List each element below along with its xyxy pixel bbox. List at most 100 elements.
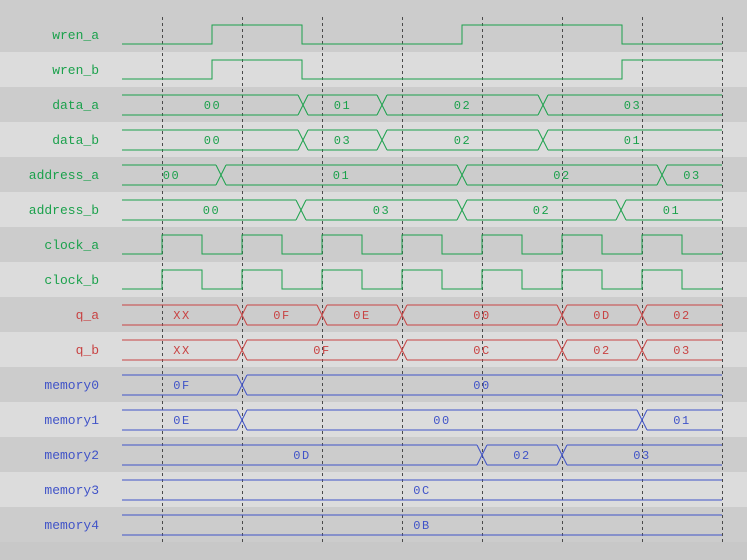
signal-name-label-memory3[interactable]: memory3: [44, 483, 99, 498]
signal-row-wren_b: wren_b: [52, 59, 722, 80]
bus-value-label: 00: [163, 169, 180, 183]
signal-row-q_b: q_b XX 0F 0C 02 03: [76, 339, 722, 361]
bus-value-label: 02: [673, 309, 690, 323]
bus-value-label: 00: [204, 134, 221, 148]
bus-value-label: 03: [633, 449, 650, 463]
bus-value-label: 02: [454, 134, 471, 148]
bus-value-label: 03: [624, 99, 641, 113]
waveform-path-data_a: [122, 94, 722, 116]
signal-name-label-data_a[interactable]: data_a: [52, 98, 99, 113]
bus-value-label: 00: [204, 99, 221, 113]
bus-value-label: 02: [553, 169, 570, 183]
signal-row-memory3: memory3 0C: [44, 479, 722, 501]
bus-value-label: 0E: [353, 309, 370, 323]
signal-name-label-data_b[interactable]: data_b: [52, 133, 99, 148]
waveform-path-clock_a: [122, 234, 722, 255]
waveform-path-memory1: [122, 409, 722, 431]
signal-row-address_a: address_a 00 01 02 03: [29, 164, 722, 186]
waveform-path-memory2: [122, 444, 722, 466]
bus-value-label: 02: [533, 204, 550, 218]
signal-row-clock_a: clock_a: [44, 234, 722, 255]
bus-value-label: 0E: [173, 414, 190, 428]
waveform-path-address_a: [122, 164, 722, 186]
row-stripe-data_b: [0, 122, 747, 157]
row-stripe-wren_b: [0, 52, 747, 87]
signal-name-label-address_a[interactable]: address_a: [29, 168, 99, 183]
bus-value-label: 0C: [413, 484, 430, 498]
row-stripe-address_a: [0, 157, 747, 192]
bus-value-label: 00: [433, 414, 450, 428]
bus-value-label: 01: [334, 99, 351, 113]
bus-value-label: 0C: [473, 344, 490, 358]
waveform-path-memory4: [122, 514, 722, 536]
waveform-path-memory0: [122, 374, 722, 396]
row-stripe-memory1: [0, 402, 747, 437]
bus-value-label: XX: [173, 344, 190, 358]
row-stripe-memory4: [0, 507, 747, 542]
bus-value-label: 0F: [313, 344, 330, 358]
bus-value-label: 0F: [173, 379, 190, 393]
bus-value-label: 03: [373, 204, 390, 218]
bus-value-label: 0D: [593, 309, 610, 323]
waveform-path-memory3: [122, 479, 722, 501]
bus-value-label: XX: [173, 309, 190, 323]
bus-value-label: 0D: [293, 449, 310, 463]
bus-value-label: 02: [593, 344, 610, 358]
bus-value-label: 03: [334, 134, 351, 148]
row-stripe-clock_b: [0, 262, 747, 297]
signal-row-memory0: memory0 0F 00: [44, 374, 722, 396]
signal-row-memory1: memory1 0E 00 01: [44, 409, 722, 431]
bus-value-label: 01: [624, 134, 641, 148]
row-stripe-data_a: [0, 87, 747, 122]
signal-name-label-q_a[interactable]: q_a: [76, 308, 100, 323]
signal-name-label-memory4[interactable]: memory4: [44, 518, 99, 533]
signal-name-label-clock_a[interactable]: clock_a: [44, 238, 99, 253]
waveform-path-wren_b: [122, 59, 722, 80]
top-margin: [0, 0, 747, 17]
signal-row-wren_a: wren_a: [52, 24, 722, 45]
row-stripe-memory3: [0, 472, 747, 507]
bus-value-label: 03: [683, 169, 700, 183]
signal-row-memory2: memory2 0D 02 03: [44, 444, 722, 466]
bus-value-label: 0F: [273, 309, 290, 323]
signal-name-label-memory2[interactable]: memory2: [44, 448, 99, 463]
waveform-path-q_b: [122, 339, 722, 361]
signal-row-memory4: memory4 0B: [44, 514, 722, 536]
bus-value-label: 02: [454, 99, 471, 113]
waveform-path-wren_a: [122, 24, 722, 45]
bus-value-label: 01: [663, 204, 680, 218]
signal-name-label-wren_a[interactable]: wren_a: [52, 28, 99, 43]
bus-value-label: 03: [673, 344, 690, 358]
bus-value-label: 0B: [413, 519, 430, 533]
signal-name-label-wren_b[interactable]: wren_b: [52, 63, 99, 78]
signal-row-address_b: address_b 00 03 02 01: [29, 199, 722, 221]
signal-name-label-memory0[interactable]: memory0: [44, 378, 99, 393]
bus-value-label: 00: [203, 204, 220, 218]
waveform-path-clock_b: [122, 269, 722, 290]
signal-name-label-q_b[interactable]: q_b: [76, 343, 99, 358]
waveform-path-data_b: [122, 129, 722, 151]
signal-name-label-clock_b[interactable]: clock_b: [44, 273, 99, 288]
signal-row-q_a: q_a XX 0F 0E 00 0D 02: [76, 304, 722, 326]
row-stripe-memory0: [0, 367, 747, 402]
row-stripe-address_b: [0, 192, 747, 227]
row-stripe-memory2: [0, 437, 747, 472]
row-stripe-q_b: [0, 332, 747, 367]
signal-row-data_a: data_a 00 01 02 03: [52, 94, 722, 116]
row-stripe-clock_a: [0, 227, 747, 262]
row-stripe-wren_a: [0, 17, 747, 52]
bus-value-label: 01: [673, 414, 690, 428]
waveform-path-q_a: [122, 304, 722, 326]
row-stripe-q_a: [0, 297, 747, 332]
bus-value-label: 01: [333, 169, 350, 183]
signal-row-data_b: data_b 00 03 02 01: [52, 129, 722, 151]
bus-value-label: 00: [473, 379, 490, 393]
bus-value-label: 02: [513, 449, 530, 463]
signal-name-label-memory1[interactable]: memory1: [44, 413, 99, 428]
bus-value-label: 00: [473, 309, 490, 323]
signal-name-label-address_b[interactable]: address_b: [29, 203, 99, 218]
signal-row-clock_b: clock_b: [44, 269, 722, 290]
waveform-path-address_b: [122, 199, 722, 221]
